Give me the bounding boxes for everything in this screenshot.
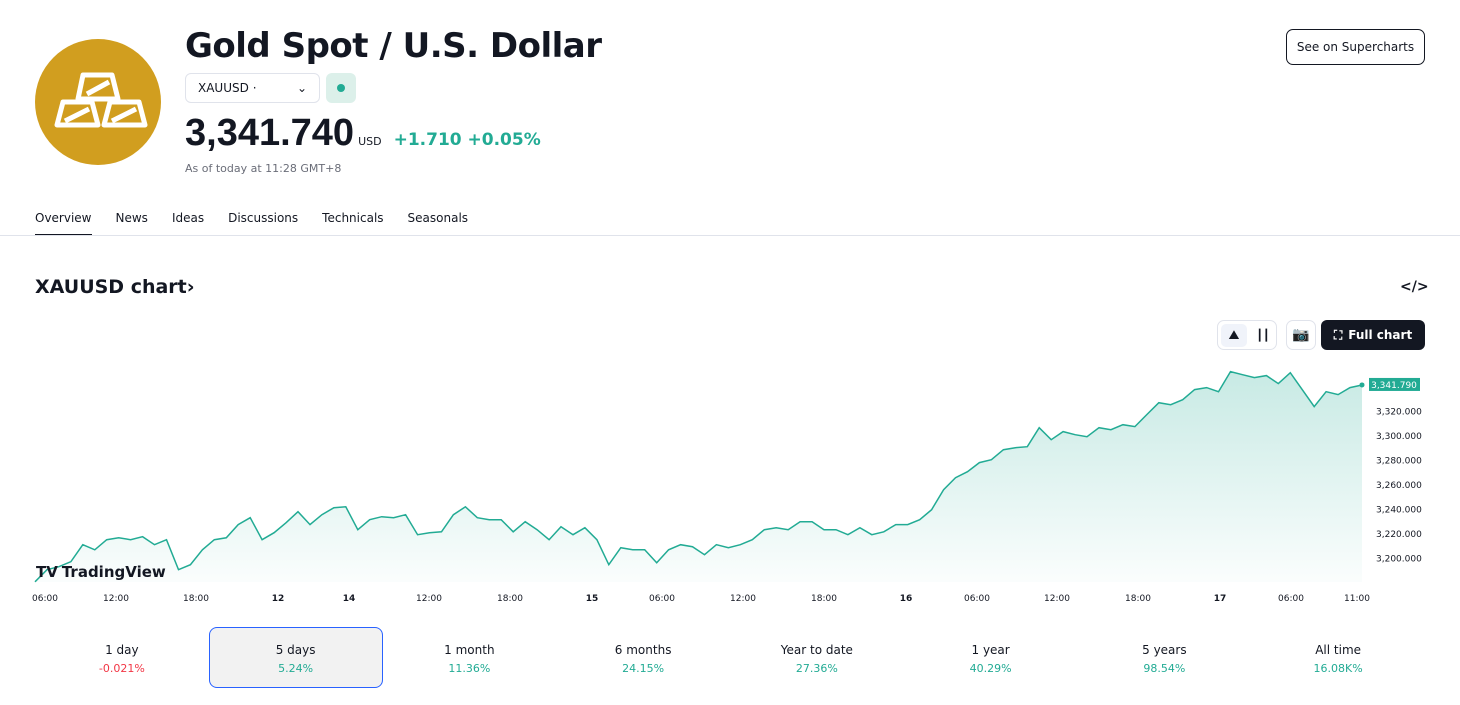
x-tick-label: 18:00 — [1125, 594, 1151, 604]
y-tick-label: 3,300.000 — [1376, 432, 1422, 442]
period-year-to-date[interactable]: Year to date 27.36% — [730, 627, 904, 688]
embed-code-icon[interactable]: </> — [1400, 279, 1429, 295]
y-tick-label: 3,240.000 — [1376, 506, 1422, 516]
candlestick-icon[interactable]: ┃┃ — [1256, 329, 1270, 342]
period-1-year[interactable]: 1 year 40.29% — [904, 627, 1078, 688]
full-chart-button[interactable]: ⛶ Full chart — [1321, 320, 1425, 350]
x-tick-label: 18:00 — [183, 594, 209, 604]
period-label: 1 year — [971, 643, 1010, 657]
x-tick-label: 16 — [900, 594, 913, 604]
x-tick-label: 11:00 — [1344, 594, 1370, 604]
gold-bars-icon — [35, 39, 161, 165]
tradingview-watermark: TV TradingView — [36, 563, 166, 581]
tab-news[interactable]: News — [115, 211, 148, 225]
currency: USD — [358, 135, 382, 148]
last-value-label: 3,341.790 — [1371, 381, 1417, 391]
tab-discussions[interactable]: Discussions — [228, 211, 299, 225]
see-on-supercharts-button[interactable]: See on Supercharts — [1286, 29, 1425, 65]
period-label: 1 day — [105, 643, 139, 657]
period-label: 5 days — [275, 643, 316, 657]
x-tick-label: 06:00 — [1278, 594, 1304, 604]
y-tick-label: 3,260.000 — [1376, 481, 1422, 491]
area-chart-icon[interactable]: ⛰ — [1221, 324, 1247, 347]
x-tick-label: 12:00 — [1044, 594, 1070, 604]
period-1-month[interactable]: 1 month 11.36% — [383, 627, 557, 688]
y-tick-label: 3,200.000 — [1376, 555, 1422, 565]
market-status-badge[interactable] — [326, 73, 356, 103]
status-dot-icon — [337, 84, 345, 92]
period-change: 11.36% — [448, 662, 491, 675]
camera-icon[interactable]: 📷 — [1286, 320, 1316, 350]
period-change: 98.54% — [1143, 662, 1186, 675]
symbol-dot: · — [252, 81, 257, 95]
period-5-years[interactable]: 5 years 98.54% — [1078, 627, 1252, 688]
price: 3,341.740 — [185, 112, 355, 154]
period-label: 5 years — [1142, 643, 1187, 657]
period-6-months[interactable]: 6 months 24.15% — [556, 627, 730, 688]
period-label: 1 month — [444, 643, 495, 657]
chevron-right-icon: › — [186, 276, 195, 298]
x-tick-label: 06:00 — [649, 594, 675, 604]
x-tick-label: 06:00 — [32, 594, 58, 604]
area-fill — [35, 371, 1362, 582]
tab-technicals[interactable]: Technicals — [322, 211, 384, 225]
price-row: 3,341.740 USD +1.710 +0.05% — [185, 112, 541, 155]
tab-ideas[interactable]: Ideas — [171, 211, 205, 225]
last-value-tag — [1369, 377, 1420, 391]
period-all-time[interactable]: All time 16.08K% — [1251, 627, 1425, 688]
change-abs: +1.710 — [393, 130, 462, 150]
tab-seasonals[interactable]: Seasonals — [407, 211, 469, 225]
period-change: 16.08K% — [1313, 662, 1363, 675]
period-change: 24.15% — [622, 662, 665, 675]
x-tick-label: 17 — [1214, 594, 1227, 604]
symbol-label: XAUUSD — [198, 81, 249, 95]
last-point — [1359, 382, 1365, 388]
x-tick-label: 12:00 — [103, 594, 129, 604]
period-change: -0.021% — [98, 662, 145, 675]
full-chart-label: Full chart — [1348, 328, 1413, 342]
tab-overview[interactable]: Overview — [35, 211, 92, 236]
x-tick-label: 06:00 — [964, 594, 990, 604]
period-label: Year to date — [780, 643, 853, 657]
chart-type-toggle: ⛰ ┃┃ — [1217, 320, 1277, 350]
x-tick-label: 14 — [343, 594, 356, 604]
y-tick-label: 3,220.000 — [1376, 530, 1422, 540]
y-tick-label: 3,320.000 — [1376, 408, 1422, 418]
period-change: 40.29% — [969, 662, 1012, 675]
price-chart[interactable]: 3,341.790 3,320.000 3,300.000 3,280.000 3,26… — [0, 360, 1460, 610]
period-change: 27.36% — [795, 662, 838, 675]
period-label: All time — [1315, 643, 1362, 657]
price-change: +1.710 +0.05% — [394, 130, 541, 150]
y-tick-label: 3,280.000 — [1376, 457, 1422, 467]
symbol-selector[interactable]: XAUUSD · ⌄ — [185, 73, 320, 103]
period-selector: 1 day -0.021% 5 days 5.24% 1 month 11.36% 6 mo… — [35, 627, 1425, 688]
fullscreen-icon: ⛶ — [1333, 327, 1343, 342]
price-line — [34, 370, 1363, 583]
watermark-text: TradingView — [61, 563, 166, 581]
x-tick-label: 15 — [586, 594, 599, 604]
page-title: Gold Spot / U.S. Dollar — [185, 26, 602, 66]
chevron-down-icon: ⌄ — [296, 81, 307, 95]
divider — [0, 235, 1460, 236]
x-tick-label: 12:00 — [416, 594, 442, 604]
x-tick-label: 18:00 — [811, 594, 837, 604]
period-1-day[interactable]: 1 day -0.021% — [35, 627, 209, 688]
x-tick-label: 12 — [272, 594, 285, 604]
as-of-time: As of today at 11:28 GMT+8 — [185, 162, 342, 175]
tradingview-logo-icon: TV — [36, 563, 58, 581]
x-tick-label: 18:00 — [497, 594, 523, 604]
tab-bar: Overview News Ideas Discussions Technica… — [35, 211, 468, 236]
change-pct: +0.05% — [467, 130, 541, 150]
x-tick-label: 12:00 — [730, 594, 756, 604]
chart-title: XAUUSD chart — [35, 276, 187, 298]
period-change: 5.24% — [278, 662, 314, 675]
chart-title-link[interactable]: XAUUSD chart› — [35, 276, 195, 298]
period-label: 6 months — [614, 643, 672, 657]
period-5-days[interactable]: 5 days 5.24% — [208, 627, 383, 688]
